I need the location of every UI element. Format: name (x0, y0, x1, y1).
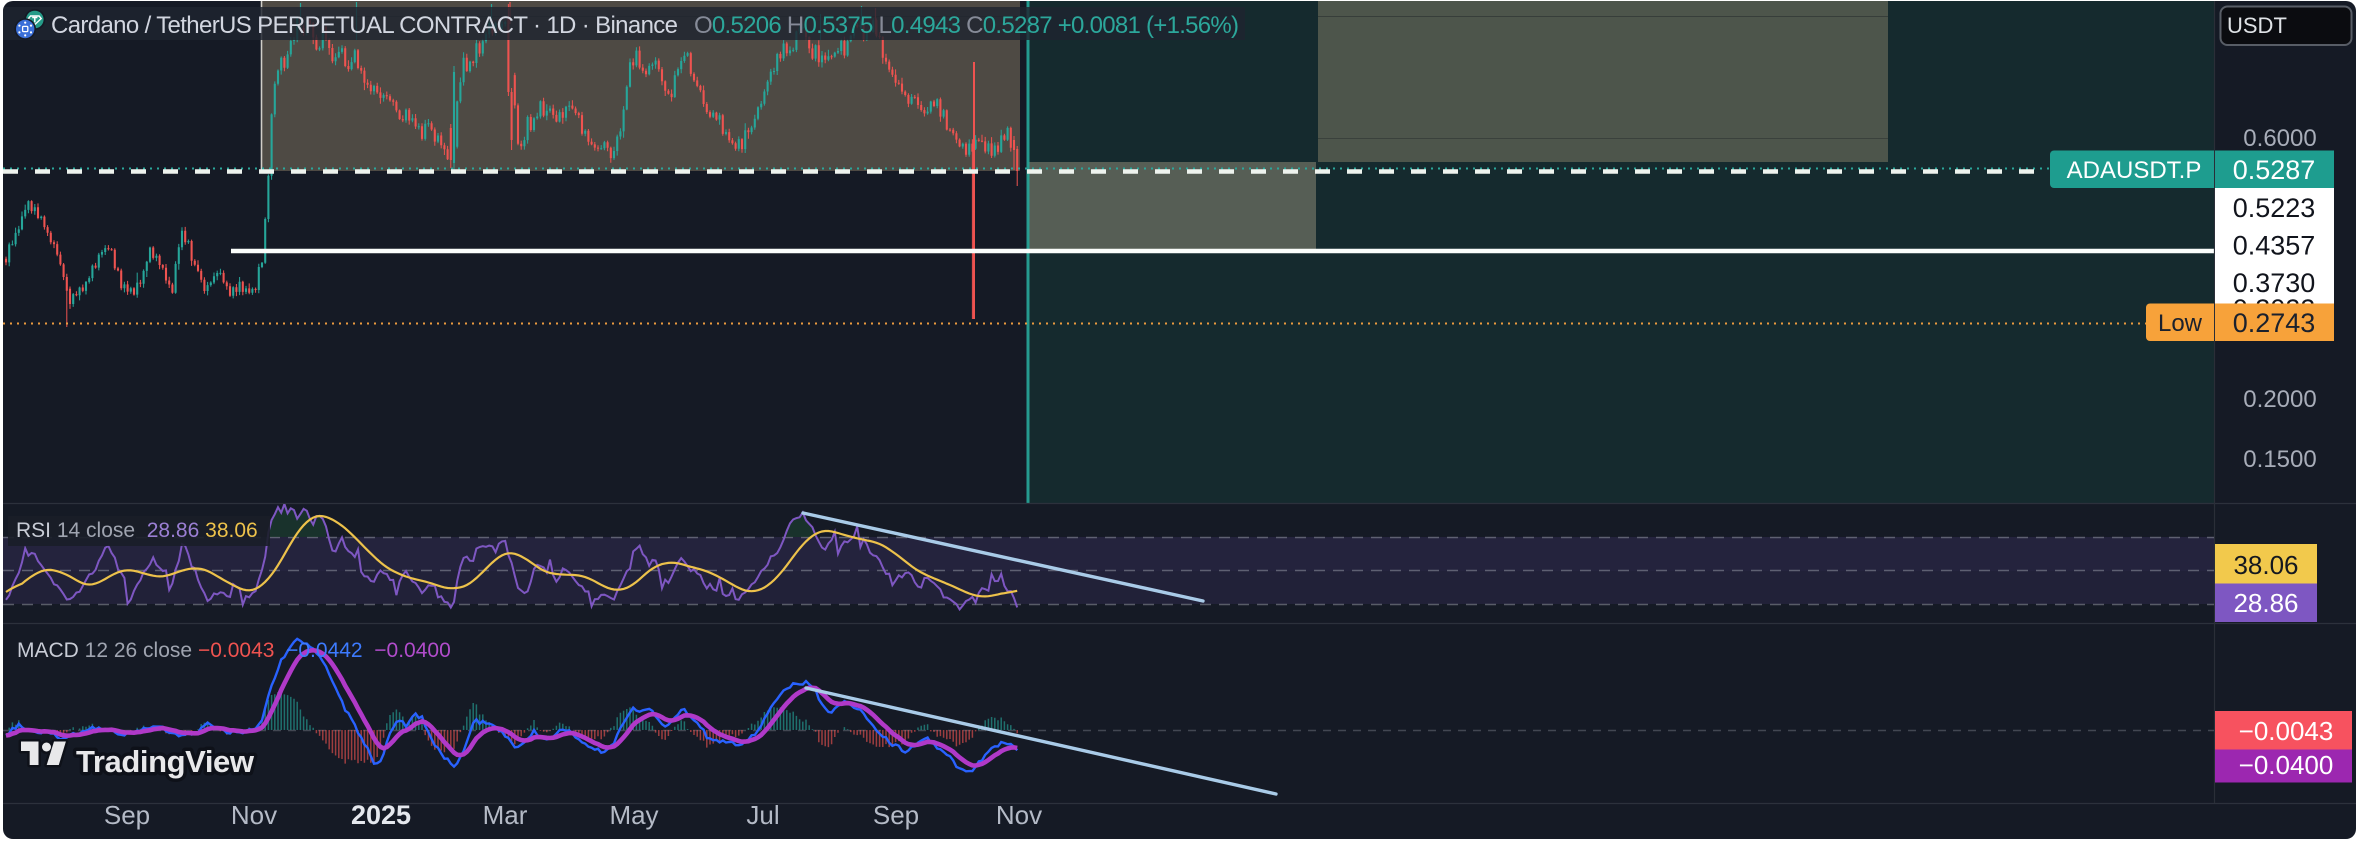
svg-text:TradingView: TradingView (76, 744, 255, 779)
svg-text:2025: 2025 (351, 800, 411, 830)
svg-text:O0.5206 H0.5375 L0.4943 C0.528: O0.5206 H0.5375 L0.4943 C0.5287 +0.0081 … (694, 12, 1239, 39)
svg-text:0.6000: 0.6000 (2243, 125, 2316, 152)
svg-text:Nov: Nov (231, 800, 277, 830)
svg-text:0.4357: 0.4357 (2233, 231, 2316, 261)
svg-text:28.86: 28.86 (2233, 588, 2298, 618)
svg-text:38.06: 38.06 (2233, 550, 2298, 580)
svg-text:TradingView: TradingView (76, 744, 255, 779)
svg-text:0.5223: 0.5223 (2233, 193, 2316, 223)
svg-text:0.2743: 0.2743 (2233, 308, 2316, 338)
svg-text:Sep: Sep (873, 800, 919, 830)
svg-text:Low: Low (2158, 310, 2203, 337)
svg-text:MACD 12 26 close −0.0043 −0.: MACD 12 26 close −0.0043 −0.0442 −0.0400 (17, 639, 451, 662)
svg-text:USDT: USDT (2227, 13, 2287, 38)
svg-text:Mar: Mar (483, 800, 528, 830)
svg-text:0.1500: 0.1500 (2243, 446, 2316, 473)
svg-text:−0.0400: −0.0400 (2239, 750, 2334, 780)
svg-text:0.5287: 0.5287 (2233, 155, 2316, 185)
svg-text:Sep: Sep (104, 800, 150, 830)
svg-text:Jul: Jul (746, 800, 779, 830)
svg-text:−0.0043: −0.0043 (2239, 716, 2334, 746)
svg-text:May: May (609, 800, 658, 830)
svg-text:RSI 14 close 28.86 38.06: RSI 14 close 28.86 38.06 (16, 519, 258, 542)
svg-text:0.3730: 0.3730 (2233, 268, 2316, 298)
svg-text:Cardano / TetherUS PERPETUAL C: Cardano / TetherUS PERPETUAL CONTRACT · … (51, 12, 678, 39)
svg-text:Nov: Nov (996, 800, 1042, 830)
svg-text:ADAUSDT.P: ADAUSDT.P (2067, 157, 2202, 184)
svg-text:0.2000: 0.2000 (2243, 386, 2316, 413)
